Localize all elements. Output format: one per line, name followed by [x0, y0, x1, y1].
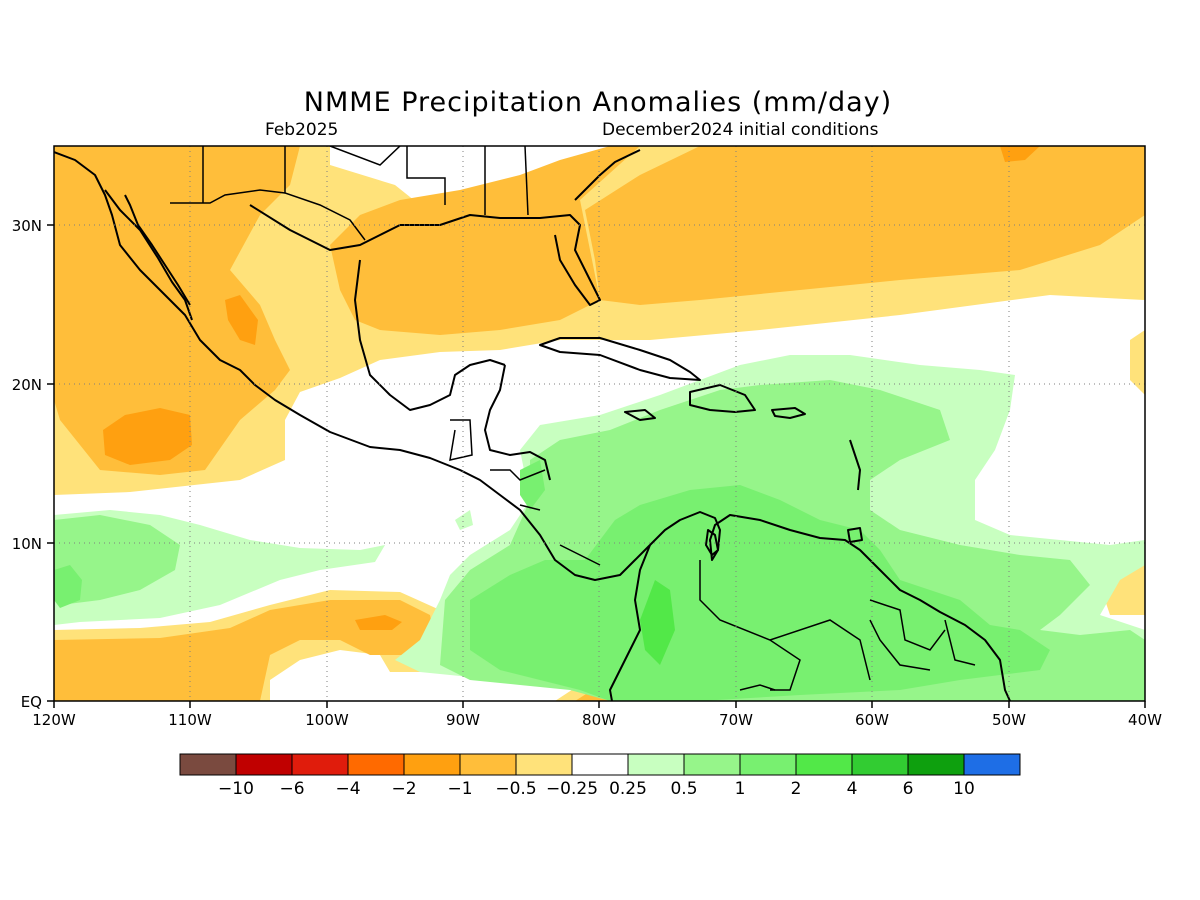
- country-borders: [170, 146, 976, 691]
- map-title: NMME Precipitation Anomalies (mm/day): [304, 87, 892, 118]
- colorbar-tick-label: 10: [953, 779, 975, 799]
- lat-label: 20N: [12, 376, 42, 394]
- lon-label: 80W: [582, 711, 616, 729]
- dry-anomaly-strong: [103, 146, 1040, 630]
- colorbar-labels: −10 −6 −4 −2 −1 −0.5 −0.25 0.25 0.5 1 2 4 6 10: [218, 779, 975, 799]
- colorbar-tick-label: −0.25: [546, 779, 598, 799]
- colorbar-tick-label: 0.25: [609, 779, 647, 799]
- lat-label: 10N: [12, 535, 42, 553]
- valid-month-label: Feb2025: [265, 120, 338, 140]
- map-plot-area: [54, 146, 1145, 701]
- colorbar-tick-label: −0.5: [495, 779, 536, 799]
- colorbar-swatch: [627, 753, 685, 776]
- colorbar-swatch: [459, 753, 517, 776]
- lon-label: 40W: [1128, 711, 1162, 729]
- lon-label: 90W: [446, 711, 480, 729]
- colorbar-swatch: [963, 753, 1021, 776]
- initial-conditions-label: December2024 initial conditions: [602, 120, 879, 140]
- colorbar-tick-label: −2: [391, 779, 416, 799]
- colorbar: [179, 753, 1021, 776]
- lat-label: EQ: [21, 693, 42, 711]
- colorbar-tick-label: −10: [218, 779, 254, 799]
- latitude-labels: EQ 10N 20N 30N: [12, 217, 42, 711]
- lon-label: 60W: [855, 711, 889, 729]
- colorbar-swatch: [347, 753, 405, 776]
- colorbar-swatch: [235, 753, 293, 776]
- lon-label: 100W: [305, 711, 349, 729]
- colorbar-swatch: [851, 753, 909, 776]
- wet-anomaly-peak: [640, 580, 675, 665]
- coastlines: [54, 149, 1011, 701]
- colorbar-swatch: [571, 753, 629, 776]
- colorbar-tick-label: 0.5: [670, 779, 697, 799]
- colorbar-tick-label: −6: [279, 779, 304, 799]
- colorbar-tick-label: 4: [847, 779, 858, 799]
- colorbar-swatch: [291, 753, 349, 776]
- lon-label: 120W: [32, 711, 76, 729]
- colorbar-swatch: [683, 753, 741, 776]
- wet-anomaly-strong: [54, 460, 1050, 701]
- colorbar-swatch: [515, 753, 573, 776]
- lon-label: 70W: [719, 711, 753, 729]
- lat-label: 30N: [12, 217, 42, 235]
- colorbar-tick-label: −1: [447, 779, 472, 799]
- colorbar-tick-label: −4: [335, 779, 360, 799]
- graticule: [54, 146, 1145, 701]
- lon-label: 110W: [168, 711, 212, 729]
- longitude-labels: 120W 110W 100W 90W 80W 70W 60W 50W 40W: [32, 711, 1162, 729]
- axis-ticks: [47, 224, 1146, 708]
- colorbar-swatch: [403, 753, 461, 776]
- colorbar-tick-label: 6: [903, 779, 914, 799]
- colorbar-swatch: [179, 753, 237, 776]
- colorbar-tick-label: 1: [735, 779, 746, 799]
- lon-label: 50W: [992, 711, 1026, 729]
- colorbar-tick-label: 2: [791, 779, 802, 799]
- colorbar-swatch: [907, 753, 965, 776]
- colorbar-swatch: [739, 753, 797, 776]
- colorbar-swatch: [795, 753, 853, 776]
